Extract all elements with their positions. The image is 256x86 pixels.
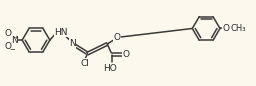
Text: O: O <box>123 50 130 59</box>
Text: O: O <box>114 33 121 42</box>
Text: O: O <box>5 42 12 51</box>
Text: N: N <box>11 36 18 45</box>
Text: +: + <box>14 35 19 40</box>
Text: CH₃: CH₃ <box>230 25 246 33</box>
Text: HN: HN <box>54 28 68 37</box>
Text: O: O <box>5 29 12 38</box>
Text: HO: HO <box>103 64 117 73</box>
Text: Cl: Cl <box>80 59 89 68</box>
Text: N: N <box>69 39 76 49</box>
Text: O: O <box>222 24 229 33</box>
Text: −: − <box>9 47 15 53</box>
